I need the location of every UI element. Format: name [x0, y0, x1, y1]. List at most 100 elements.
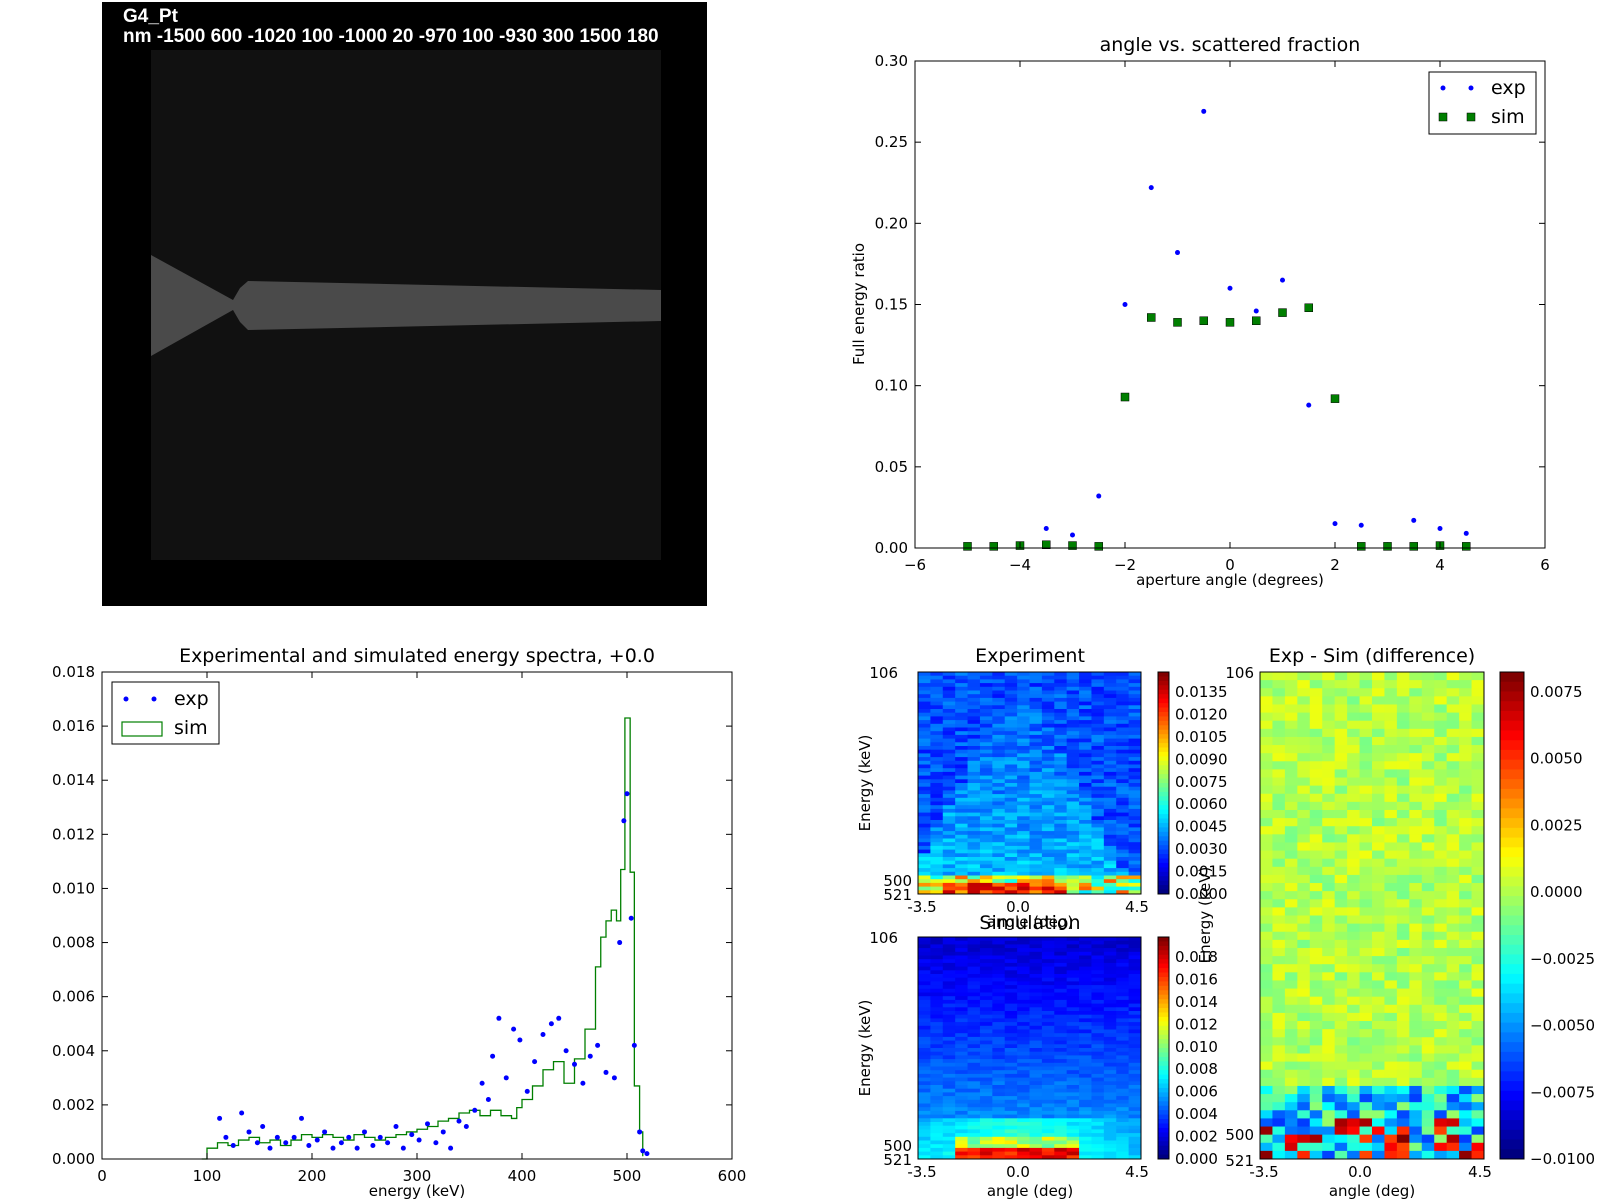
heatmap-cell [1017, 709, 1030, 714]
heatmap-cell [992, 1051, 1006, 1056]
heatmap-cell [1260, 834, 1273, 843]
heatmap-cell [1272, 1021, 1286, 1030]
heatmap-cell [1334, 1061, 1348, 1071]
heatmap-cell [1359, 769, 1373, 779]
heatmap-cell [1384, 1126, 1398, 1136]
heatmap-cell [1459, 866, 1473, 876]
heatmap-cell [1041, 937, 1055, 942]
heatmap-cell [1103, 712, 1117, 717]
heatmap-cell [1029, 808, 1043, 814]
heatmap-cell [942, 1011, 956, 1016]
heatmap-cell [930, 1110, 944, 1116]
heatmap-cell [1066, 1036, 1080, 1042]
heatmap-cell [992, 845, 1006, 851]
heatmap-cell [1260, 1069, 1273, 1079]
heatmap-cell [992, 827, 1006, 832]
heatmap-cell [1471, 1118, 1485, 1128]
heatmap-cell [1029, 731, 1043, 736]
colorbar-experiment-tick-label: 0.0135 [1175, 683, 1228, 701]
heatmap-cell [1029, 1140, 1043, 1145]
heatmap-cell [1066, 742, 1080, 747]
heatmap-cell [1029, 871, 1043, 876]
heatmap-cell [1017, 944, 1030, 949]
heatmap-cell [1409, 972, 1423, 981]
heatmap-cell [1017, 955, 1030, 960]
heatmap-cell [1066, 857, 1080, 862]
heatmap-cell [1041, 845, 1055, 851]
colorbar-experiment-swatch [1158, 672, 1169, 677]
heatmap-cell [1116, 977, 1130, 982]
heatmap-cell [1471, 842, 1485, 852]
heatmap-cell [955, 962, 969, 968]
heatmap-cell [967, 712, 981, 717]
heatmap-cell [1459, 988, 1473, 998]
heatmap-cell [1128, 764, 1142, 769]
heatmap-cell [1309, 1037, 1323, 1046]
heatmap-cell [918, 768, 931, 773]
heatmap-cell [930, 1122, 944, 1127]
heatmap-cell [1004, 948, 1018, 953]
scatter-legend-box [1428, 71, 1537, 135]
heatmap-cell [1260, 818, 1273, 827]
heatmap-cell [930, 827, 944, 832]
heatmap-cell [1359, 980, 1373, 990]
heatmap-cell [979, 1155, 993, 1160]
heatmap-cell [1116, 1099, 1130, 1104]
heatmap-cell [1384, 1045, 1398, 1054]
colorbar-difference-tick-label: −0.0050 [1530, 1017, 1595, 1035]
heatmap-cell [1116, 955, 1130, 960]
colorbar-simulation-swatch [1158, 1043, 1169, 1049]
heatmap-cell [1372, 874, 1385, 884]
heatmap-cell [1029, 697, 1043, 703]
heatmap-cell [1471, 785, 1485, 795]
heatmap-cell [1066, 886, 1080, 891]
spectra-xtick-label: 200 [298, 1167, 327, 1185]
heatmap-cell [1079, 1073, 1092, 1079]
heatmap-cell [955, 1110, 969, 1116]
heatmap-cell [1409, 964, 1423, 973]
colorbar-difference-swatch [1500, 1051, 1524, 1063]
heatmap-cell [955, 675, 969, 680]
heatmap-cell [1284, 704, 1298, 714]
heatmap-cell [1297, 769, 1311, 779]
scatter-chart: angle vs. scattered fraction −6 −4 −2 0 2 4 6 … [850, 34, 1550, 589]
colorbar-difference-tick-label: −0.0075 [1530, 1083, 1595, 1101]
heatmap-cell [1091, 886, 1105, 891]
heatmap-cell [1446, 866, 1460, 876]
heatmap-cell [1029, 1059, 1043, 1064]
heatmap-cell [1103, 805, 1117, 810]
heatmap-cell [1091, 1103, 1105, 1108]
heatmap-cell [1041, 1140, 1055, 1145]
heatmap-cell [967, 746, 981, 751]
heatmap-cell [1446, 793, 1460, 803]
heatmap-cell [1384, 777, 1398, 787]
heatmap-cell [979, 959, 993, 964]
exp-point [556, 1015, 562, 1021]
heatmap-cell [930, 1062, 944, 1067]
heatmap-cell [979, 672, 993, 677]
heatmap-cell [1471, 866, 1485, 876]
heatmap-cell [1434, 1142, 1448, 1152]
heatmap-cell [1066, 675, 1080, 680]
exp-point [595, 1042, 601, 1048]
heatmap-cell [1409, 818, 1423, 827]
heatmap-cell [979, 1129, 993, 1134]
heatmap-cell [1459, 728, 1473, 738]
heatmap-cell [1079, 1155, 1092, 1160]
heatmap-cell [992, 764, 1006, 769]
heatmap-cell [1309, 988, 1323, 998]
heatmap-cell [1041, 1048, 1055, 1053]
heatmap-cell [1054, 1114, 1068, 1119]
heatmap-cell [1091, 1022, 1105, 1027]
heatmap-cell [992, 716, 1006, 721]
colorbar-difference-swatch [1500, 964, 1524, 975]
heatmap-cell [1066, 842, 1080, 847]
heatmap-cell [1471, 688, 1485, 697]
heatmap-cell [1004, 1070, 1018, 1075]
heatmap-cell [918, 738, 931, 743]
heatmap-cell [1103, 871, 1117, 876]
heatmap-cell [1054, 886, 1068, 891]
heatmap-cell [1309, 1012, 1323, 1022]
heatmap-cell [1359, 1142, 1373, 1152]
heatmap-cell [1017, 1066, 1030, 1071]
